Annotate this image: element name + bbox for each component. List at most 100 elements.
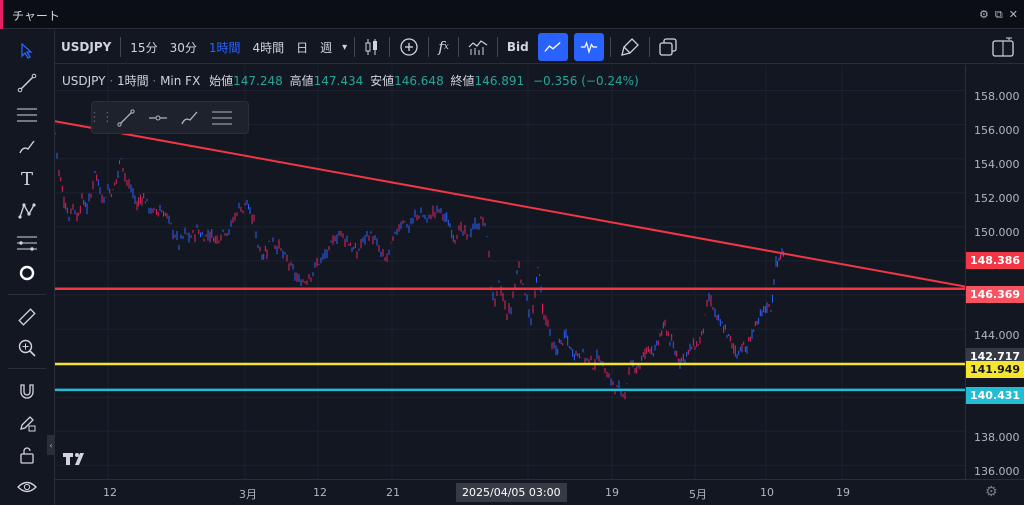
layout-panel-icon[interactable] — [986, 33, 1020, 61]
price-tick: 154.000 — [974, 158, 1020, 171]
collapse-toolbar-icon[interactable]: ‹ — [47, 435, 55, 455]
price-source-button[interactable]: Bid — [506, 40, 529, 54]
tool-divider — [8, 368, 46, 369]
price-tick: 136.000 — [974, 465, 1020, 478]
tradingview-logo — [62, 449, 90, 469]
toolbar-divider — [428, 37, 430, 57]
ruler-icon[interactable] — [12, 304, 42, 330]
fib-retracement-icon[interactable] — [12, 102, 42, 128]
horizontal-ray-icon[interactable] — [142, 104, 174, 132]
brush-icon[interactable] — [12, 134, 42, 160]
time-tick: 19 — [836, 486, 850, 499]
legend-source: Min FX — [160, 74, 201, 88]
gear-icon[interactable]: ⚙ — [979, 8, 989, 21]
interval-4h[interactable]: 4時間 — [252, 40, 285, 55]
drawing-toolbar: T ‹ — [0, 30, 55, 505]
candles-icon[interactable] — [358, 33, 386, 61]
chart-canvas — [55, 65, 965, 479]
time-crosshair-label: 2025/04/05 03:00 — [456, 483, 567, 502]
layout-copy-icon[interactable] — [653, 33, 683, 61]
toolbar-divider — [609, 37, 611, 57]
toolbar-divider — [648, 37, 650, 57]
legend-low-label: 安値 — [370, 74, 395, 88]
legend-high-label: 高値 — [289, 74, 314, 88]
resistance-trendline — [55, 120, 965, 288]
window-controls: ⚙ ⧉ ✕ — [979, 8, 1018, 22]
price-tag-current: 148.386 — [966, 252, 1024, 269]
pattern-icon[interactable] — [12, 198, 42, 224]
time-tick: 10 — [760, 486, 774, 499]
window-title: チャート — [12, 9, 60, 23]
settings-gear-icon[interactable]: ⚙ — [985, 484, 998, 500]
trend-line-icon[interactable] — [12, 70, 42, 96]
magnet-icon[interactable] — [12, 378, 42, 404]
text-tool-icon[interactable]: T — [20, 168, 33, 190]
price-tick: 156.000 — [974, 124, 1020, 137]
lock-drawings-icon[interactable] — [12, 410, 42, 436]
price-tag-crosshair: 142.717 — [966, 348, 1024, 365]
toolbar-divider — [120, 37, 122, 57]
price-tag-resistance: 146.369 — [966, 286, 1024, 303]
zoom-in-icon[interactable] — [12, 335, 42, 361]
chart-style-brush-icon[interactable] — [614, 33, 646, 61]
legend-open-label: 始値 — [209, 74, 234, 88]
interval-day[interactable]: 日 — [296, 40, 309, 55]
symbol-search-button[interactable]: USDJPY — [61, 40, 112, 54]
price-chart[interactable]: USDJPY · 1時間 · Min FX 始値147.248 高値147.43… — [55, 65, 965, 479]
toolbar-divider — [354, 37, 356, 57]
drag-handle-icon[interactable]: ⋮⋮ — [88, 110, 114, 125]
price-tick: 138.000 — [974, 431, 1020, 444]
window-accent — [0, 0, 3, 29]
prediction-icon[interactable] — [12, 230, 42, 256]
time-tick: 12 — [313, 486, 327, 499]
legend-open-value: 147.248 — [233, 74, 283, 88]
floating-drawing-toolbar: ⋮⋮ — [88, 101, 249, 134]
legend-interval: 1時間 — [116, 74, 149, 88]
legend-symbol: USDJPY — [62, 74, 106, 88]
price-tag-support-yellow: 141.949 — [966, 361, 1024, 378]
circle-icon[interactable] — [12, 260, 42, 286]
fib-retracement-icon[interactable] — [206, 104, 238, 132]
toolbar-divider — [457, 37, 459, 57]
line-chart-icon[interactable] — [537, 33, 568, 61]
compare-add-icon[interactable] — [393, 33, 425, 61]
interval-30m[interactable]: 30分 — [169, 40, 197, 55]
price-tick: 150.000 — [974, 226, 1020, 239]
price-tag-support-cyan: 140.431 — [966, 387, 1024, 404]
price-tick: 144.000 — [974, 329, 1020, 342]
popout-icon[interactable]: ⧉ — [994, 8, 1003, 21]
wave-chart-icon[interactable] — [573, 33, 604, 61]
brush-icon[interactable] — [174, 104, 206, 132]
window-titlebar: チャート ⚙ ⧉ ✕ — [0, 0, 1024, 29]
toolbar-divider — [389, 37, 391, 57]
price-tick: 158.000 — [974, 90, 1020, 103]
chevron-down-icon[interactable]: ▾ — [342, 41, 348, 53]
legend-close-label: 終値 — [450, 74, 475, 88]
trend-line-icon[interactable] — [110, 104, 142, 132]
legend-high-value: 147.434 — [313, 74, 364, 88]
interval-1h[interactable]: 1時間 — [208, 40, 241, 55]
price-axis[interactable]: 158.000 156.000 154.000 152.000 150.000 … — [965, 65, 1024, 479]
interval-15m[interactable]: 15分 — [130, 40, 158, 55]
toolbar-divider — [496, 37, 498, 57]
time-tick: 12 — [103, 486, 117, 499]
tool-divider — [8, 294, 46, 295]
price-tick: 152.000 — [974, 192, 1020, 205]
chart-legend: USDJPY · 1時間 · Min FX 始値147.248 高値147.43… — [62, 74, 639, 88]
eye-icon[interactable] — [12, 474, 42, 500]
financials-icon[interactable] — [462, 33, 494, 61]
time-tick: 19 — [605, 486, 619, 499]
interval-week[interactable]: 週 — [320, 40, 333, 55]
close-icon[interactable]: ✕ — [1008, 8, 1018, 21]
lock-icon[interactable] — [12, 442, 42, 468]
cursor-icon[interactable] — [12, 38, 42, 64]
price-series — [55, 132, 784, 400]
legend-low-value: 146.648 — [394, 74, 444, 88]
legend-close-value: 146.891 — [474, 74, 525, 88]
horizontal-lines — [55, 120, 965, 392]
legend-change: −0.356 (−0.24%) — [533, 74, 639, 88]
time-tick: 3月 — [239, 488, 257, 501]
time-tick: 21 — [386, 486, 400, 499]
time-axis[interactable]: 12 3月 12 21 2025/04/05 03:00 19 5月 10 19… — [55, 479, 1024, 505]
